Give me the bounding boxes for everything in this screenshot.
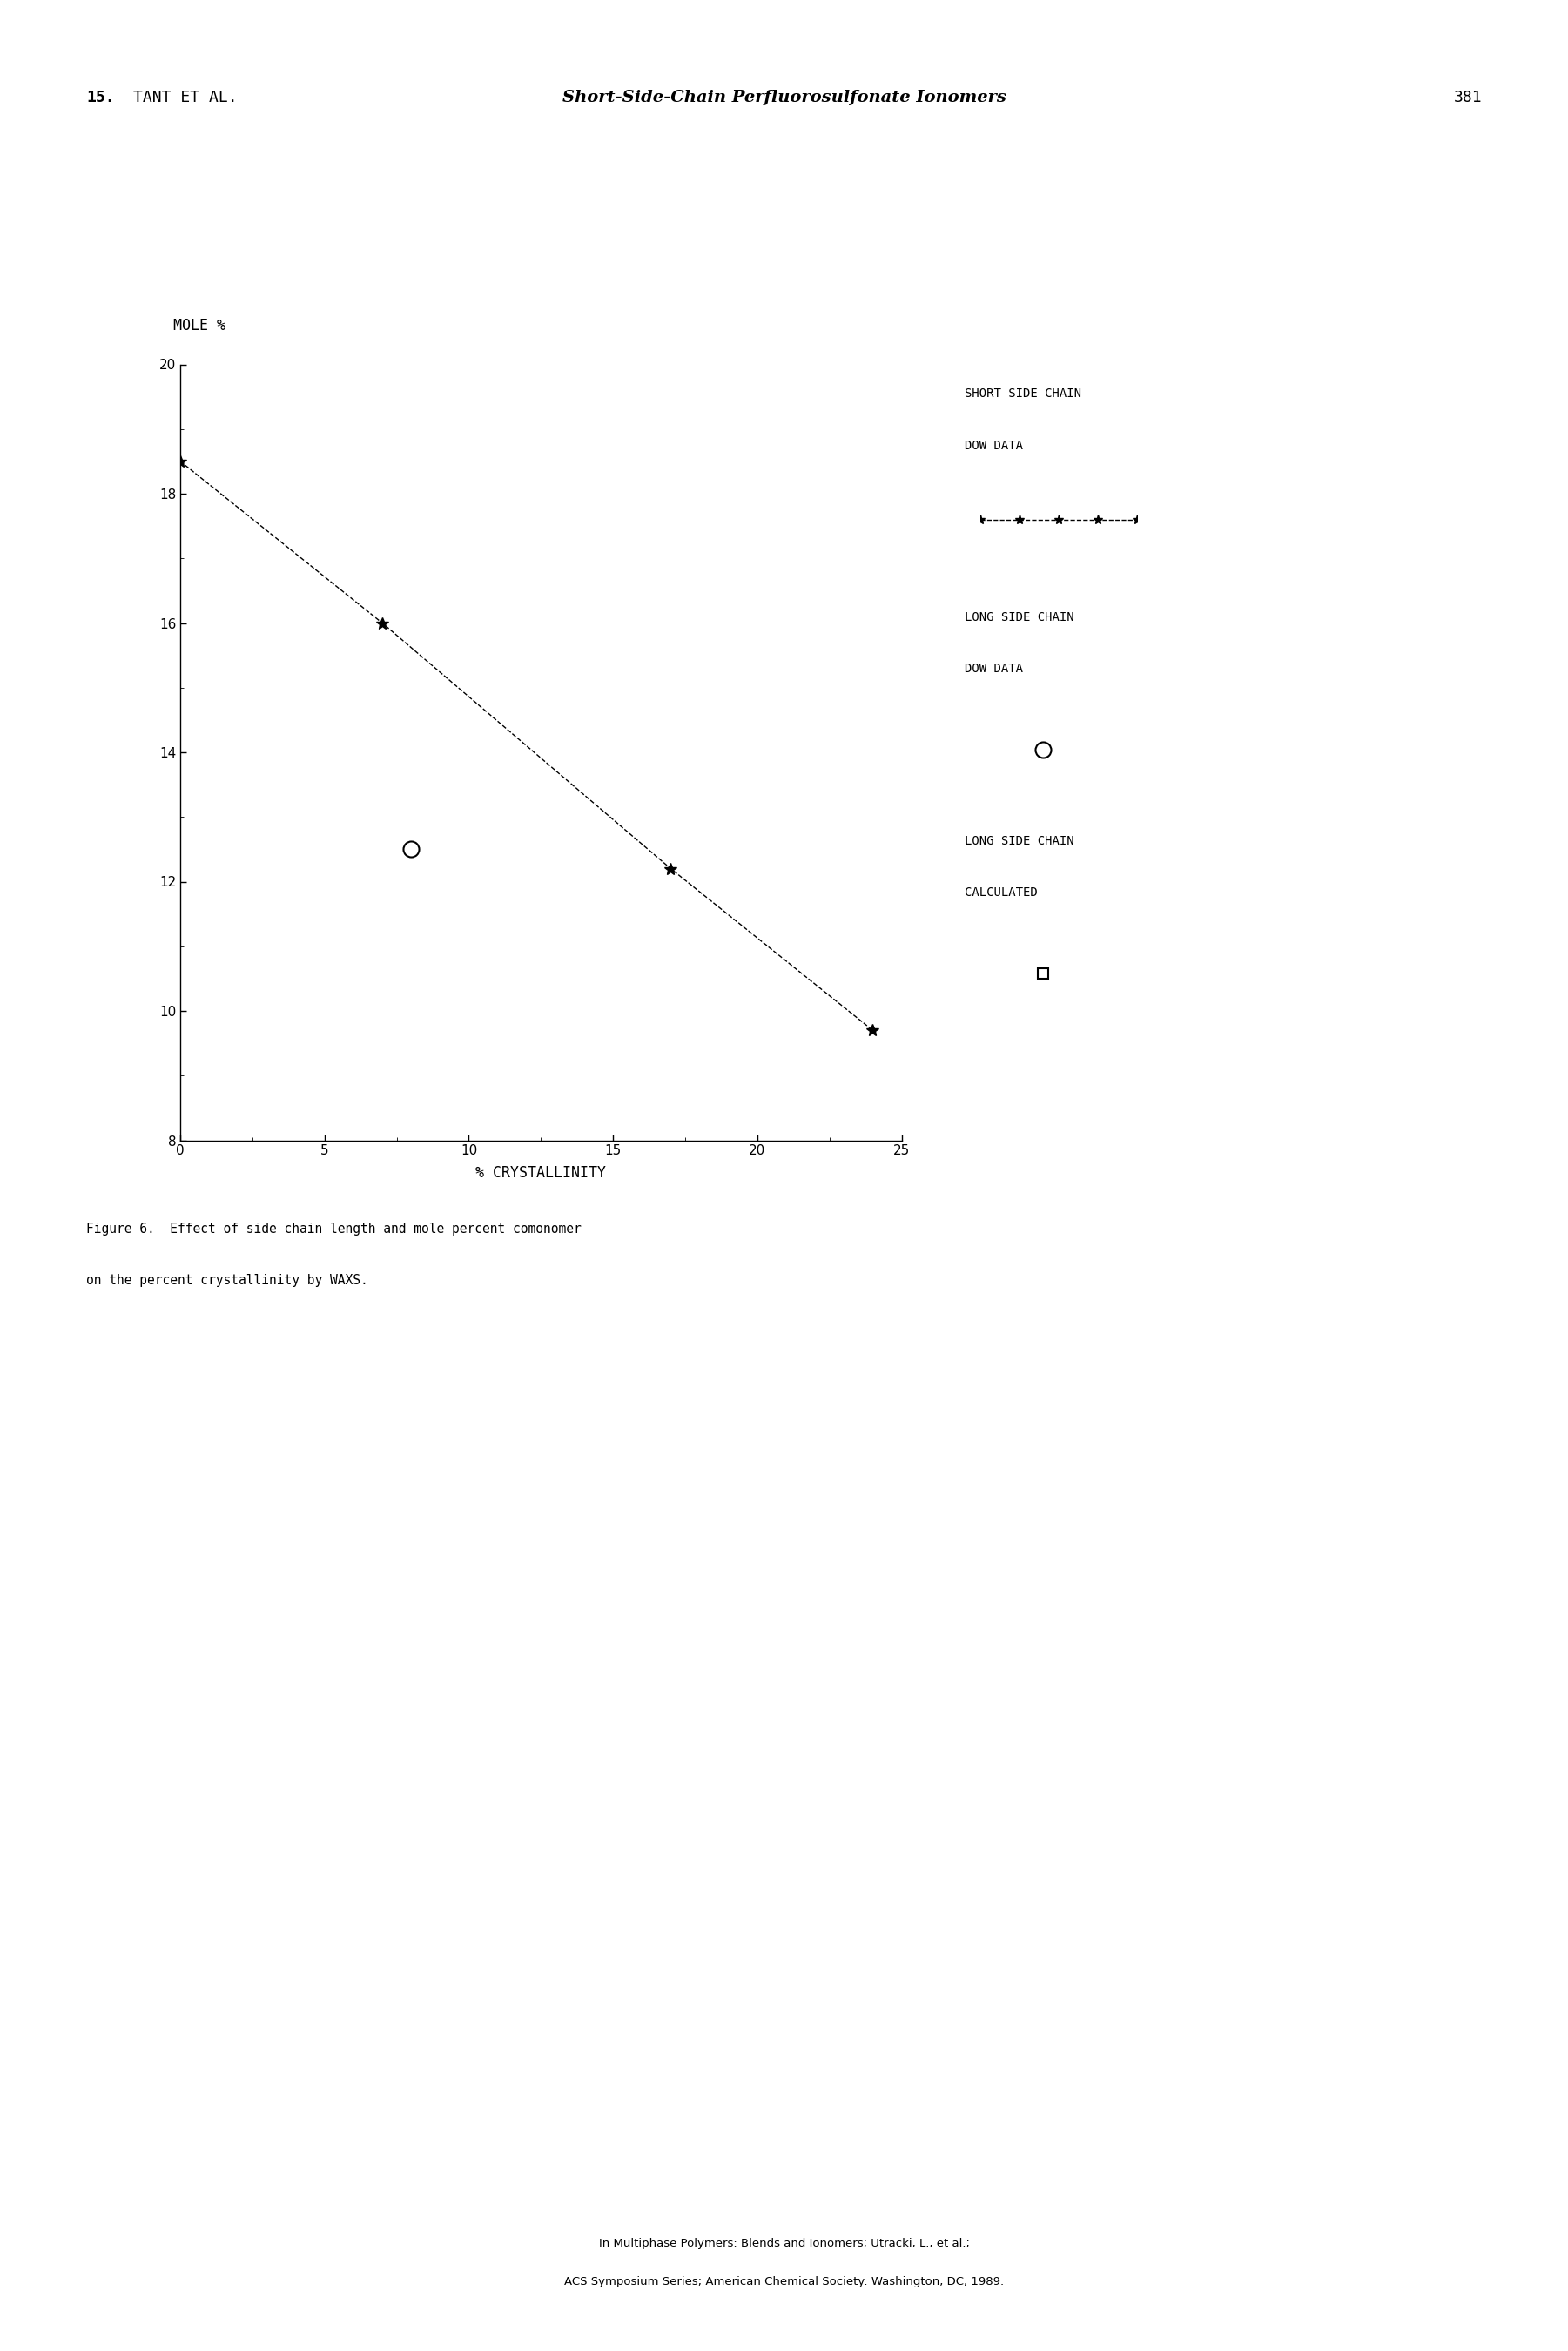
Text: TANT ET AL.: TANT ET AL. — [133, 89, 237, 106]
Text: ACS Symposium Series; American Chemical Society: Washington, DC, 1989.: ACS Symposium Series; American Chemical … — [564, 2276, 1004, 2288]
Text: Short-Side-Chain Perfluorosulfonate Ionomers: Short-Side-Chain Perfluorosulfonate Iono… — [561, 89, 1007, 106]
Text: DOW DATA: DOW DATA — [964, 440, 1022, 451]
Text: 381: 381 — [1454, 89, 1482, 106]
Text: LONG SIDE CHAIN: LONG SIDE CHAIN — [964, 611, 1074, 623]
Text: In Multiphase Polymers: Blends and Ionomers; Utracki, L., et al.;: In Multiphase Polymers: Blends and Ionom… — [599, 2238, 969, 2250]
Text: SHORT SIDE CHAIN: SHORT SIDE CHAIN — [964, 388, 1080, 400]
Text: DOW DATA: DOW DATA — [964, 663, 1022, 675]
Text: LONG SIDE CHAIN: LONG SIDE CHAIN — [964, 835, 1074, 846]
Text: Figure 6.  Effect of side chain length and mole percent comonomer: Figure 6. Effect of side chain length an… — [86, 1223, 582, 1237]
Text: MOLE %: MOLE % — [172, 317, 226, 334]
Text: on the percent crystallinity by WAXS.: on the percent crystallinity by WAXS. — [86, 1274, 368, 1288]
X-axis label: % CRYSTALLINITY: % CRYSTALLINITY — [475, 1164, 607, 1180]
Text: CALCULATED: CALCULATED — [964, 886, 1038, 898]
Text: 15.: 15. — [86, 89, 114, 106]
